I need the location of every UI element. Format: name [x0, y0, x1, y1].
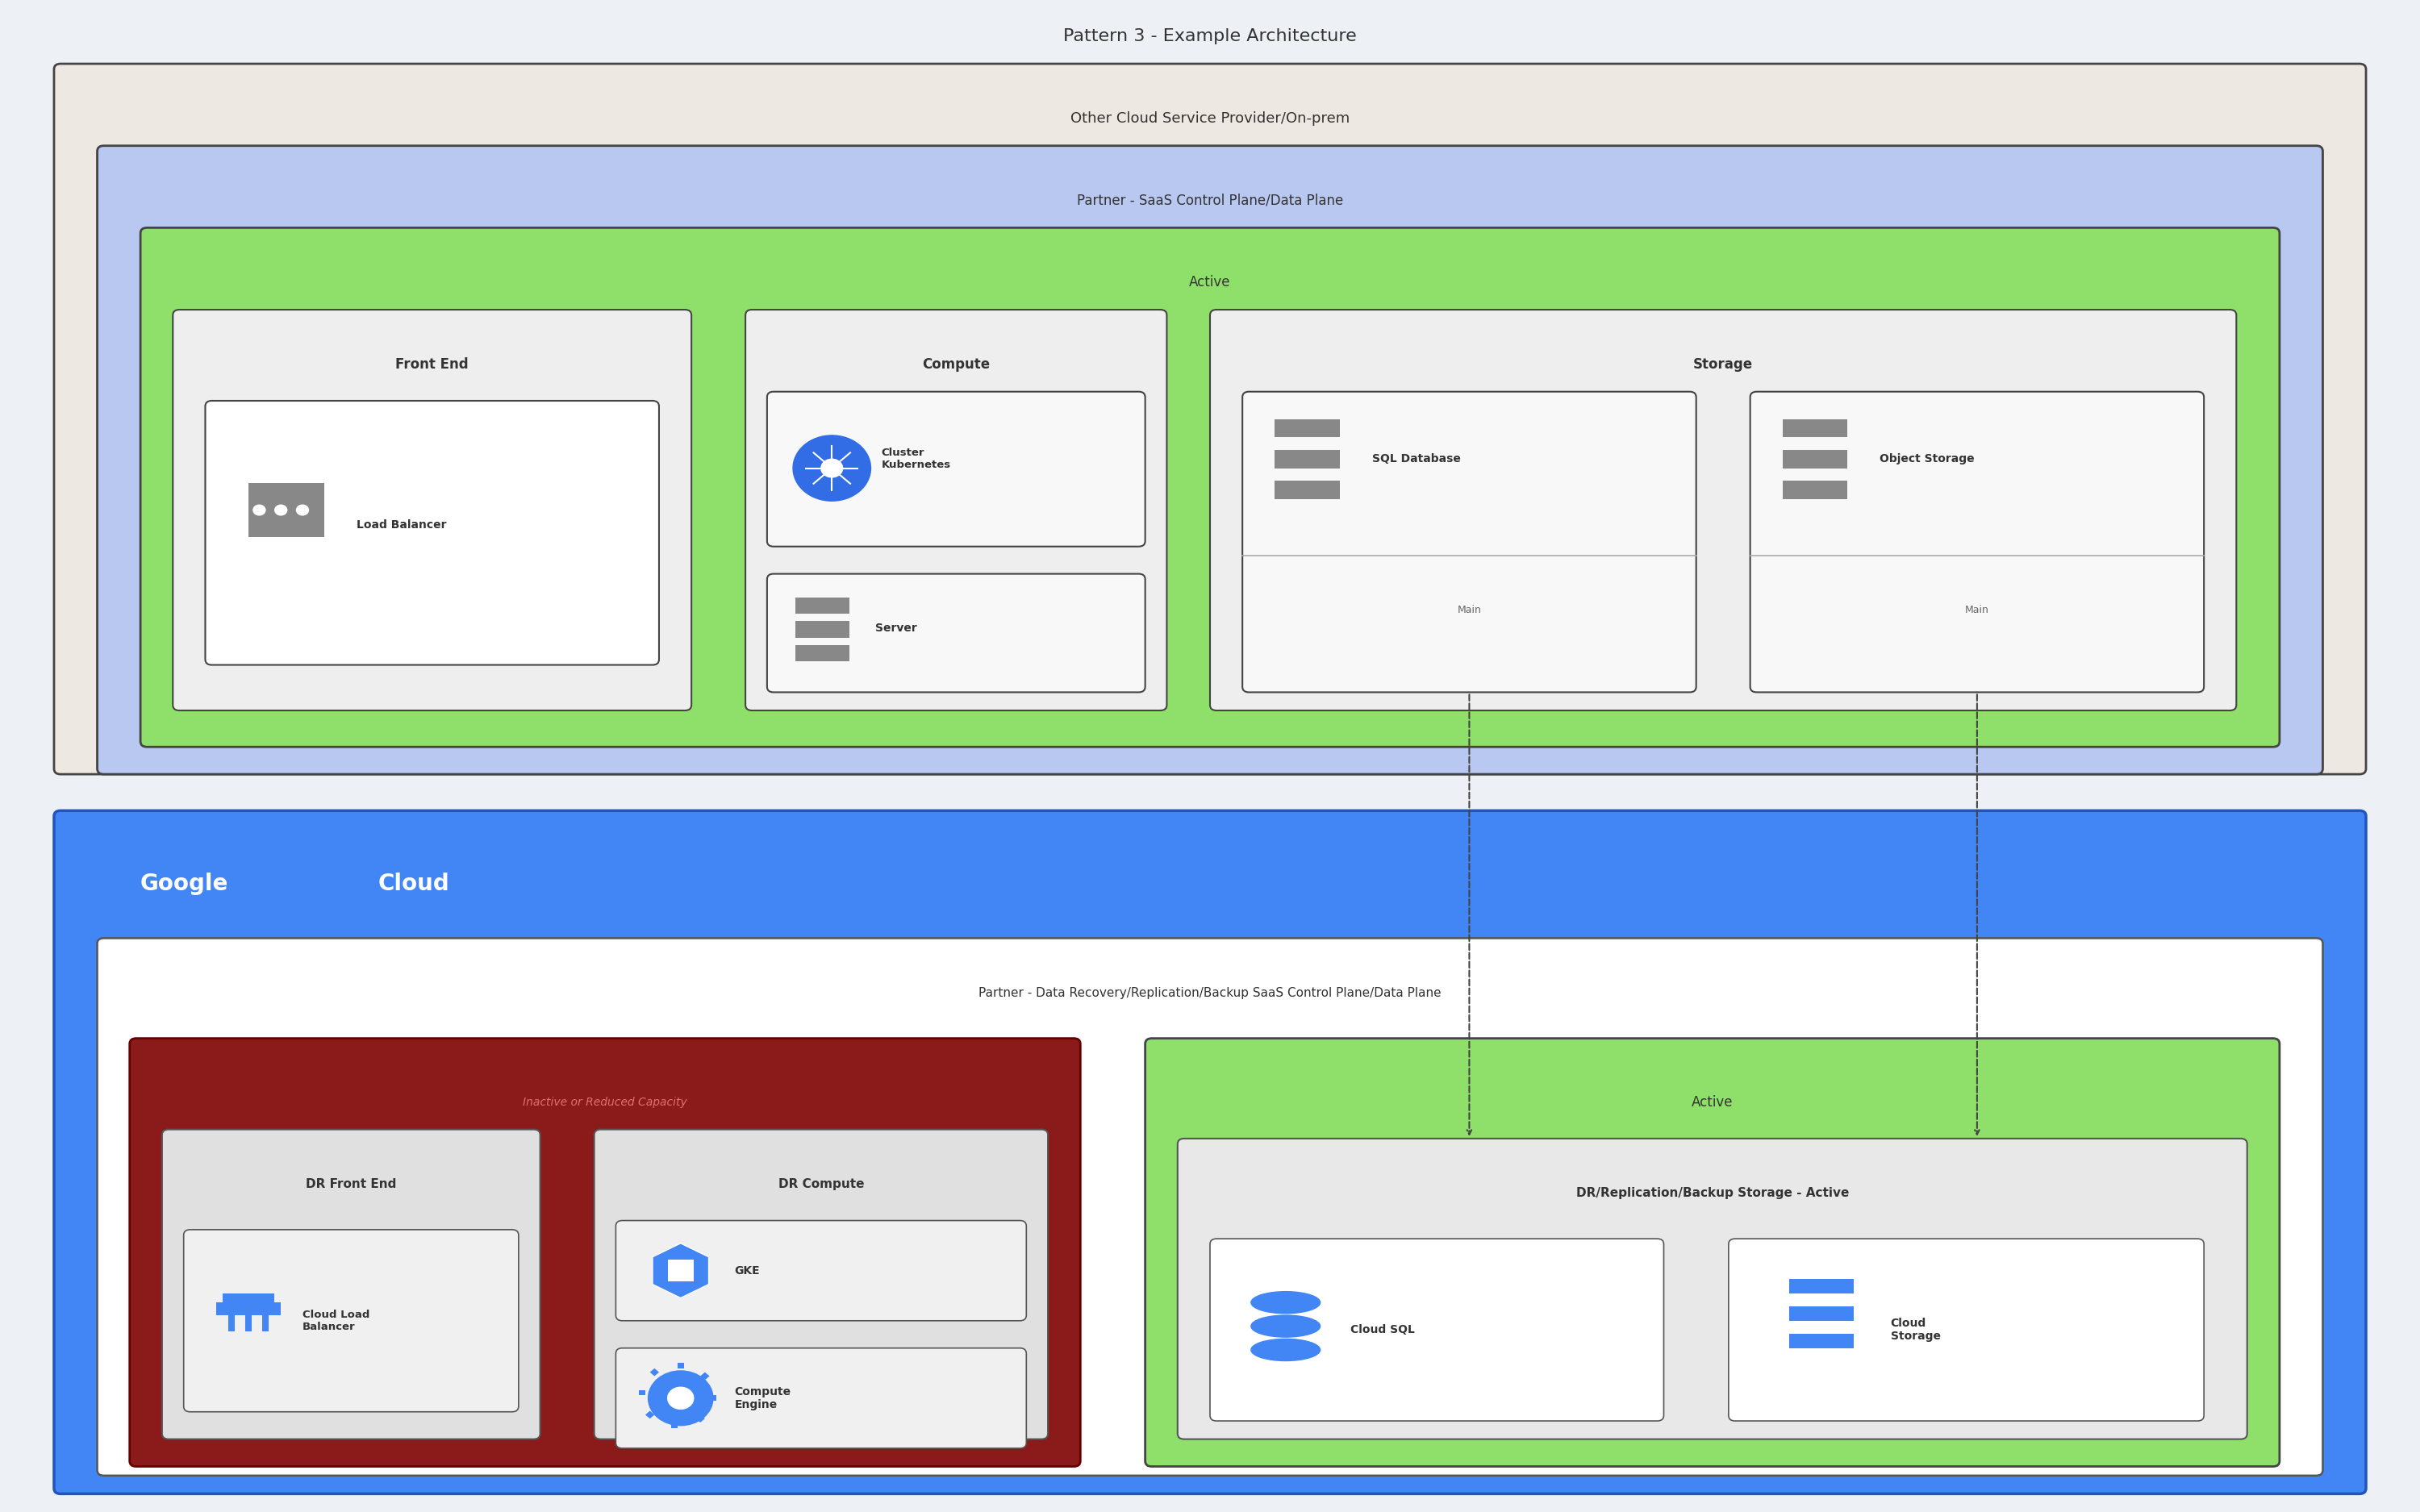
Bar: [223, 1293, 273, 1305]
Bar: [215, 1302, 281, 1315]
Bar: [244, 1315, 252, 1332]
Ellipse shape: [1251, 1315, 1321, 1337]
FancyBboxPatch shape: [162, 1129, 540, 1439]
Text: Cloud
Storage: Cloud Storage: [1890, 1317, 1941, 1343]
Text: GKE: GKE: [736, 1266, 760, 1276]
Text: Inactive or Reduced Capacity: Inactive or Reduced Capacity: [523, 1096, 687, 1108]
Text: Compute: Compute: [922, 357, 990, 372]
Text: Google: Google: [140, 872, 227, 895]
FancyBboxPatch shape: [1145, 1039, 2280, 1467]
Circle shape: [276, 505, 288, 516]
Bar: [670, 1423, 678, 1429]
Circle shape: [794, 435, 871, 500]
Text: Cloud: Cloud: [378, 872, 450, 895]
Bar: [1784, 481, 1846, 499]
Bar: [227, 1315, 235, 1332]
Text: Main: Main: [1965, 605, 1989, 615]
Ellipse shape: [1251, 1340, 1321, 1361]
Bar: [261, 1315, 269, 1332]
Bar: [639, 1390, 646, 1396]
FancyBboxPatch shape: [53, 64, 2367, 774]
Text: Object Storage: Object Storage: [1880, 454, 1975, 464]
Ellipse shape: [1251, 1291, 1321, 1314]
FancyBboxPatch shape: [1210, 1238, 1665, 1421]
FancyBboxPatch shape: [140, 228, 2280, 747]
FancyBboxPatch shape: [745, 310, 1166, 711]
FancyBboxPatch shape: [206, 401, 658, 665]
Text: Partner - SaaS Control Plane/Data Plane: Partner - SaaS Control Plane/Data Plane: [1077, 194, 1343, 207]
FancyBboxPatch shape: [184, 1229, 518, 1412]
Bar: [646, 1411, 653, 1418]
Text: SQL Database: SQL Database: [1372, 454, 1462, 464]
FancyBboxPatch shape: [1750, 392, 2205, 692]
Text: Other Cloud Service Provider/On-prem: Other Cloud Service Provider/On-prem: [1070, 112, 1350, 125]
FancyBboxPatch shape: [615, 1220, 1026, 1320]
Text: Load Balancer: Load Balancer: [356, 519, 445, 531]
Bar: [668, 1259, 695, 1282]
Bar: [678, 1362, 685, 1368]
Bar: [1275, 419, 1341, 437]
Text: Active: Active: [1692, 1095, 1733, 1110]
Bar: [699, 1373, 709, 1380]
FancyBboxPatch shape: [615, 1349, 1026, 1448]
Text: Front End: Front End: [394, 357, 469, 372]
FancyBboxPatch shape: [767, 392, 1145, 546]
FancyBboxPatch shape: [1728, 1238, 2205, 1421]
Text: Active: Active: [1188, 275, 1232, 290]
FancyBboxPatch shape: [767, 575, 1145, 692]
Text: Partner - Data Recovery/Replication/Backup SaaS Control Plane/Data Plane: Partner - Data Recovery/Replication/Back…: [978, 987, 1442, 999]
Bar: [1788, 1306, 1854, 1320]
FancyBboxPatch shape: [1210, 310, 2236, 711]
Bar: [249, 482, 324, 537]
FancyBboxPatch shape: [97, 145, 2323, 774]
Circle shape: [820, 460, 842, 478]
Bar: [1788, 1334, 1854, 1349]
Text: Cloud SQL: Cloud SQL: [1350, 1325, 1416, 1335]
Bar: [1784, 419, 1846, 437]
FancyBboxPatch shape: [97, 937, 2323, 1476]
FancyBboxPatch shape: [1179, 1139, 2248, 1439]
Text: Storage: Storage: [1694, 357, 1752, 372]
Text: Compute
Engine: Compute Engine: [736, 1387, 791, 1411]
Bar: [1788, 1279, 1854, 1293]
Bar: [1275, 481, 1341, 499]
Bar: [796, 621, 849, 638]
FancyBboxPatch shape: [172, 310, 692, 711]
Text: DR Compute: DR Compute: [779, 1178, 864, 1190]
Text: Main: Main: [1457, 605, 1481, 615]
Text: Cluster
Kubernetes: Cluster Kubernetes: [881, 448, 951, 470]
Circle shape: [254, 505, 266, 516]
Bar: [1784, 451, 1846, 469]
Bar: [1275, 451, 1341, 469]
Bar: [796, 597, 849, 614]
Text: Pattern 3 - Example Architecture: Pattern 3 - Example Architecture: [1062, 29, 1358, 44]
Polygon shape: [653, 1243, 709, 1297]
Circle shape: [295, 505, 310, 516]
FancyBboxPatch shape: [595, 1129, 1048, 1439]
Bar: [695, 1415, 704, 1423]
Circle shape: [668, 1387, 695, 1409]
Bar: [796, 646, 849, 661]
Bar: [651, 1368, 658, 1376]
Text: DR Front End: DR Front End: [305, 1178, 397, 1190]
FancyBboxPatch shape: [131, 1039, 1079, 1467]
Text: Cloud Load
Balancer: Cloud Load Balancer: [302, 1309, 370, 1332]
Bar: [709, 1396, 716, 1402]
Circle shape: [649, 1371, 714, 1426]
FancyBboxPatch shape: [1241, 392, 1696, 692]
Text: Server: Server: [876, 623, 917, 634]
FancyBboxPatch shape: [53, 810, 2367, 1494]
Text: DR/Replication/Backup Storage - Active: DR/Replication/Backup Storage - Active: [1575, 1187, 1849, 1199]
